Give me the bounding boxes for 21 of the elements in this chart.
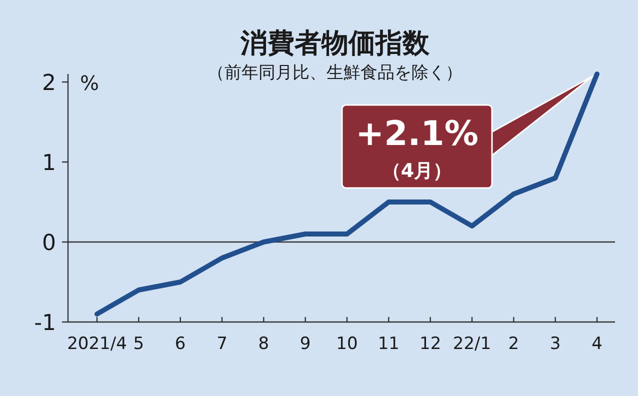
x-tick-label: 5	[133, 334, 144, 354]
x-tick-label: 7	[216, 334, 228, 354]
x-tick-label: 22/1	[452, 334, 492, 354]
x-tick-label: 11	[378, 334, 400, 354]
x-tick-label: 12	[420, 334, 442, 354]
x-tick-label: 8	[258, 334, 270, 354]
y-axis-title: %	[80, 71, 100, 95]
x-tick-label: 4	[592, 334, 602, 354]
x-tick-label: 6	[174, 334, 186, 354]
x-tick-label: 3	[550, 334, 561, 354]
x-tick-label: 9	[300, 334, 311, 354]
y-tick-label: 1	[42, 151, 56, 176]
y-tick-label: -1	[34, 311, 56, 336]
x-tick-label: 10	[336, 334, 358, 354]
x-tick-label: 2	[508, 334, 520, 354]
y-tick-label: 2	[42, 71, 56, 96]
annotation: +2.1%	[356, 114, 478, 154]
chart-title: 消費者物価指数	[240, 28, 430, 59]
y-tick-label: 0	[42, 231, 56, 256]
x-tick-label: 2021/4	[67, 334, 127, 354]
annotation: （4月）	[382, 160, 452, 182]
